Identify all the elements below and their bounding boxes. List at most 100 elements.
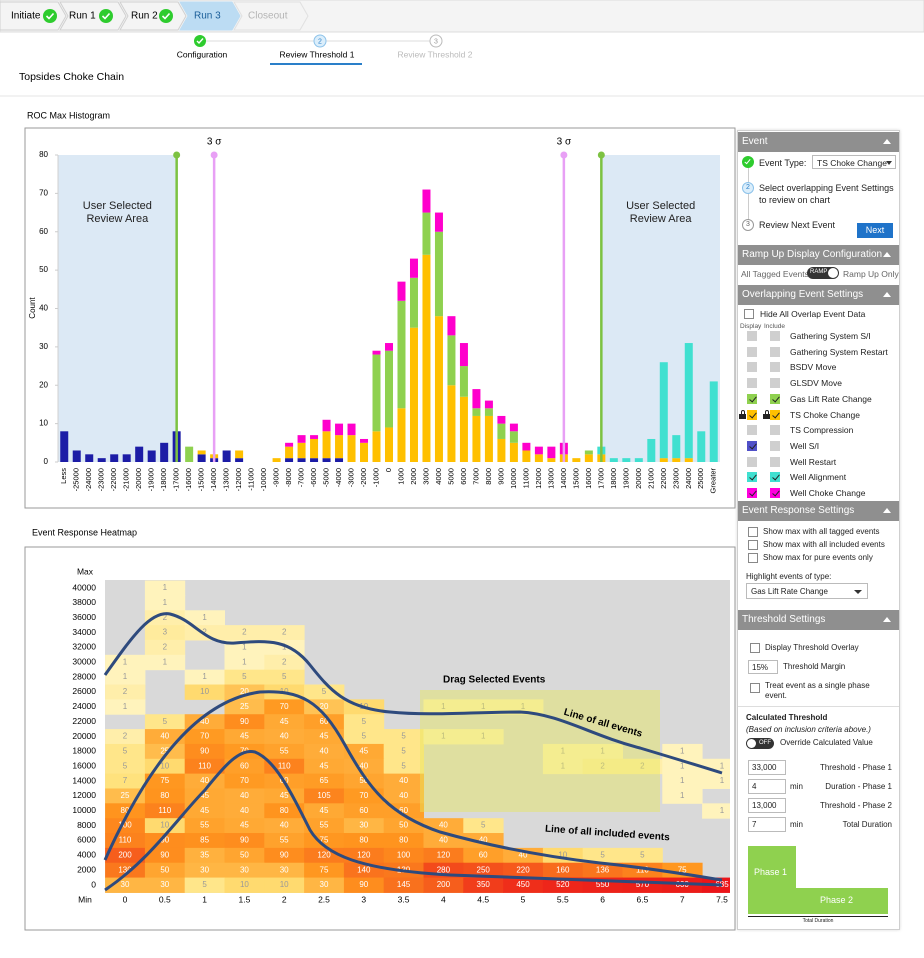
ramp-toggle[interactable]: RAMP: [807, 267, 839, 279]
bar-segment: [185, 446, 194, 462]
x-tick-label: 3.5: [398, 894, 410, 904]
unit-label: min: [790, 782, 803, 791]
threshold-input[interactable]: 13,000: [748, 798, 786, 813]
step-label: Event Type:: [759, 158, 807, 168]
phase-1-block: Phase 1: [748, 846, 796, 914]
x-tick-label: -19000: [147, 468, 156, 491]
step-done: [742, 156, 754, 168]
toggle-text: RAMP: [810, 269, 828, 275]
checkbox[interactable]: [770, 378, 780, 389]
step-label[interactable]: Review Threshold 2: [398, 49, 473, 59]
bar-segment: [547, 458, 556, 462]
bar-segment: [447, 335, 456, 386]
override-toggle[interactable]: OFF: [746, 738, 774, 749]
section-header[interactable]: Threshold Settings: [738, 610, 899, 630]
heat-cell: [264, 818, 305, 834]
threshold-input[interactable]: 33,000: [748, 760, 786, 775]
checkbox[interactable]: [747, 346, 757, 357]
bar-segment: [572, 458, 581, 462]
checkbox[interactable]: [750, 643, 760, 653]
checkbox[interactable]: [770, 472, 780, 483]
checkbox[interactable]: [748, 527, 758, 537]
cell-label: 250: [477, 865, 491, 874]
cell-label: 5: [401, 761, 406, 770]
checkbox[interactable]: [747, 472, 757, 483]
margin-input[interactable]: 15%: [748, 660, 778, 674]
calc-title: Calculated Threshold: [746, 713, 828, 722]
bar-segment: [110, 454, 119, 462]
crumb-active[interactable]: [179, 1, 241, 31]
checkbox[interactable]: [770, 346, 780, 357]
x-tick-label: 14000: [559, 468, 568, 489]
checkbox[interactable]: [770, 393, 780, 404]
bar-segment: [509, 423, 518, 432]
x-tick-label: 20000: [634, 468, 643, 489]
section-header[interactable]: Event Response Settings: [738, 501, 899, 521]
cell-label: 35: [200, 850, 209, 859]
event-name: Well S/I: [790, 440, 820, 451]
checkbox[interactable]: [770, 425, 780, 436]
cell-label: 85: [200, 836, 209, 845]
cell-label: 2: [123, 732, 128, 741]
x-tick-label: 2: [282, 894, 287, 904]
checkbox[interactable]: [747, 456, 757, 467]
heat-cell: [224, 684, 265, 700]
next-button[interactable]: Next: [857, 223, 893, 238]
section-header[interactable]: Ramp Up Display Configuration: [738, 245, 899, 265]
checkbox[interactable]: [747, 488, 757, 498]
cell-label: 40: [399, 791, 408, 800]
checkbox[interactable]: [770, 440, 780, 451]
checkbox[interactable]: [747, 425, 757, 436]
heat-cell: [383, 847, 424, 864]
y-axis-label: Count: [28, 297, 37, 319]
crumb[interactable]: [59, 1, 127, 31]
y-tick-label: 50: [39, 265, 48, 274]
x-tick-label: -16000: [184, 468, 193, 491]
checkbox[interactable]: [748, 540, 758, 550]
x-tick-label: 22000: [659, 468, 668, 489]
checkbox[interactable]: [750, 683, 760, 693]
checkbox[interactable]: [770, 362, 780, 373]
checkbox[interactable]: [747, 393, 757, 404]
bar-segment: [634, 458, 643, 462]
heat-cell: [702, 773, 730, 789]
highlight-select[interactable]: Gas Lift Rate Change: [746, 583, 868, 599]
checkbox[interactable]: [747, 440, 757, 451]
select-value: Gas Lift Rate Change: [751, 587, 828, 596]
checkbox[interactable]: [747, 378, 757, 389]
checkbox[interactable]: [748, 553, 758, 563]
heat-cell: [503, 862, 544, 879]
x-tick-label: 4000: [434, 468, 443, 485]
checkbox[interactable]: [770, 331, 780, 341]
section-header[interactable]: Event: [738, 132, 899, 152]
cell-label: 75: [678, 865, 687, 874]
checkbox[interactable]: [747, 409, 757, 420]
drag-selection[interactable]: [420, 690, 660, 812]
checkbox[interactable]: [770, 488, 780, 498]
step-label[interactable]: Review Threshold 1: [280, 49, 355, 59]
heat-cell: [184, 669, 225, 686]
heat-cell: [463, 847, 504, 864]
crumb-label: Run 1: [69, 11, 96, 22]
lock-body: [763, 413, 770, 419]
heat-cell: [224, 758, 265, 775]
cell-label: 60: [240, 761, 249, 770]
threshold-input[interactable]: 4: [748, 779, 786, 794]
cell-label: 120: [357, 850, 371, 859]
checkbox[interactable]: [770, 456, 780, 467]
crumb[interactable]: [119, 1, 187, 31]
y-tick-label: 30: [39, 342, 48, 351]
checkbox[interactable]: [744, 309, 754, 319]
step-label[interactable]: Configuration: [177, 49, 228, 59]
heat-cell: [184, 877, 225, 893]
checkbox[interactable]: [747, 331, 757, 341]
crumb[interactable]: [233, 1, 309, 31]
checkbox[interactable]: [747, 362, 757, 373]
section-header[interactable]: Overlapping Event Settings: [738, 285, 899, 305]
threshold-input[interactable]: 7: [748, 817, 786, 832]
event-type-select[interactable]: TS Choke Change: [812, 155, 896, 169]
crumb[interactable]: [0, 1, 67, 31]
x-tick-label: -5000: [322, 468, 331, 487]
checkbox[interactable]: [770, 409, 780, 420]
